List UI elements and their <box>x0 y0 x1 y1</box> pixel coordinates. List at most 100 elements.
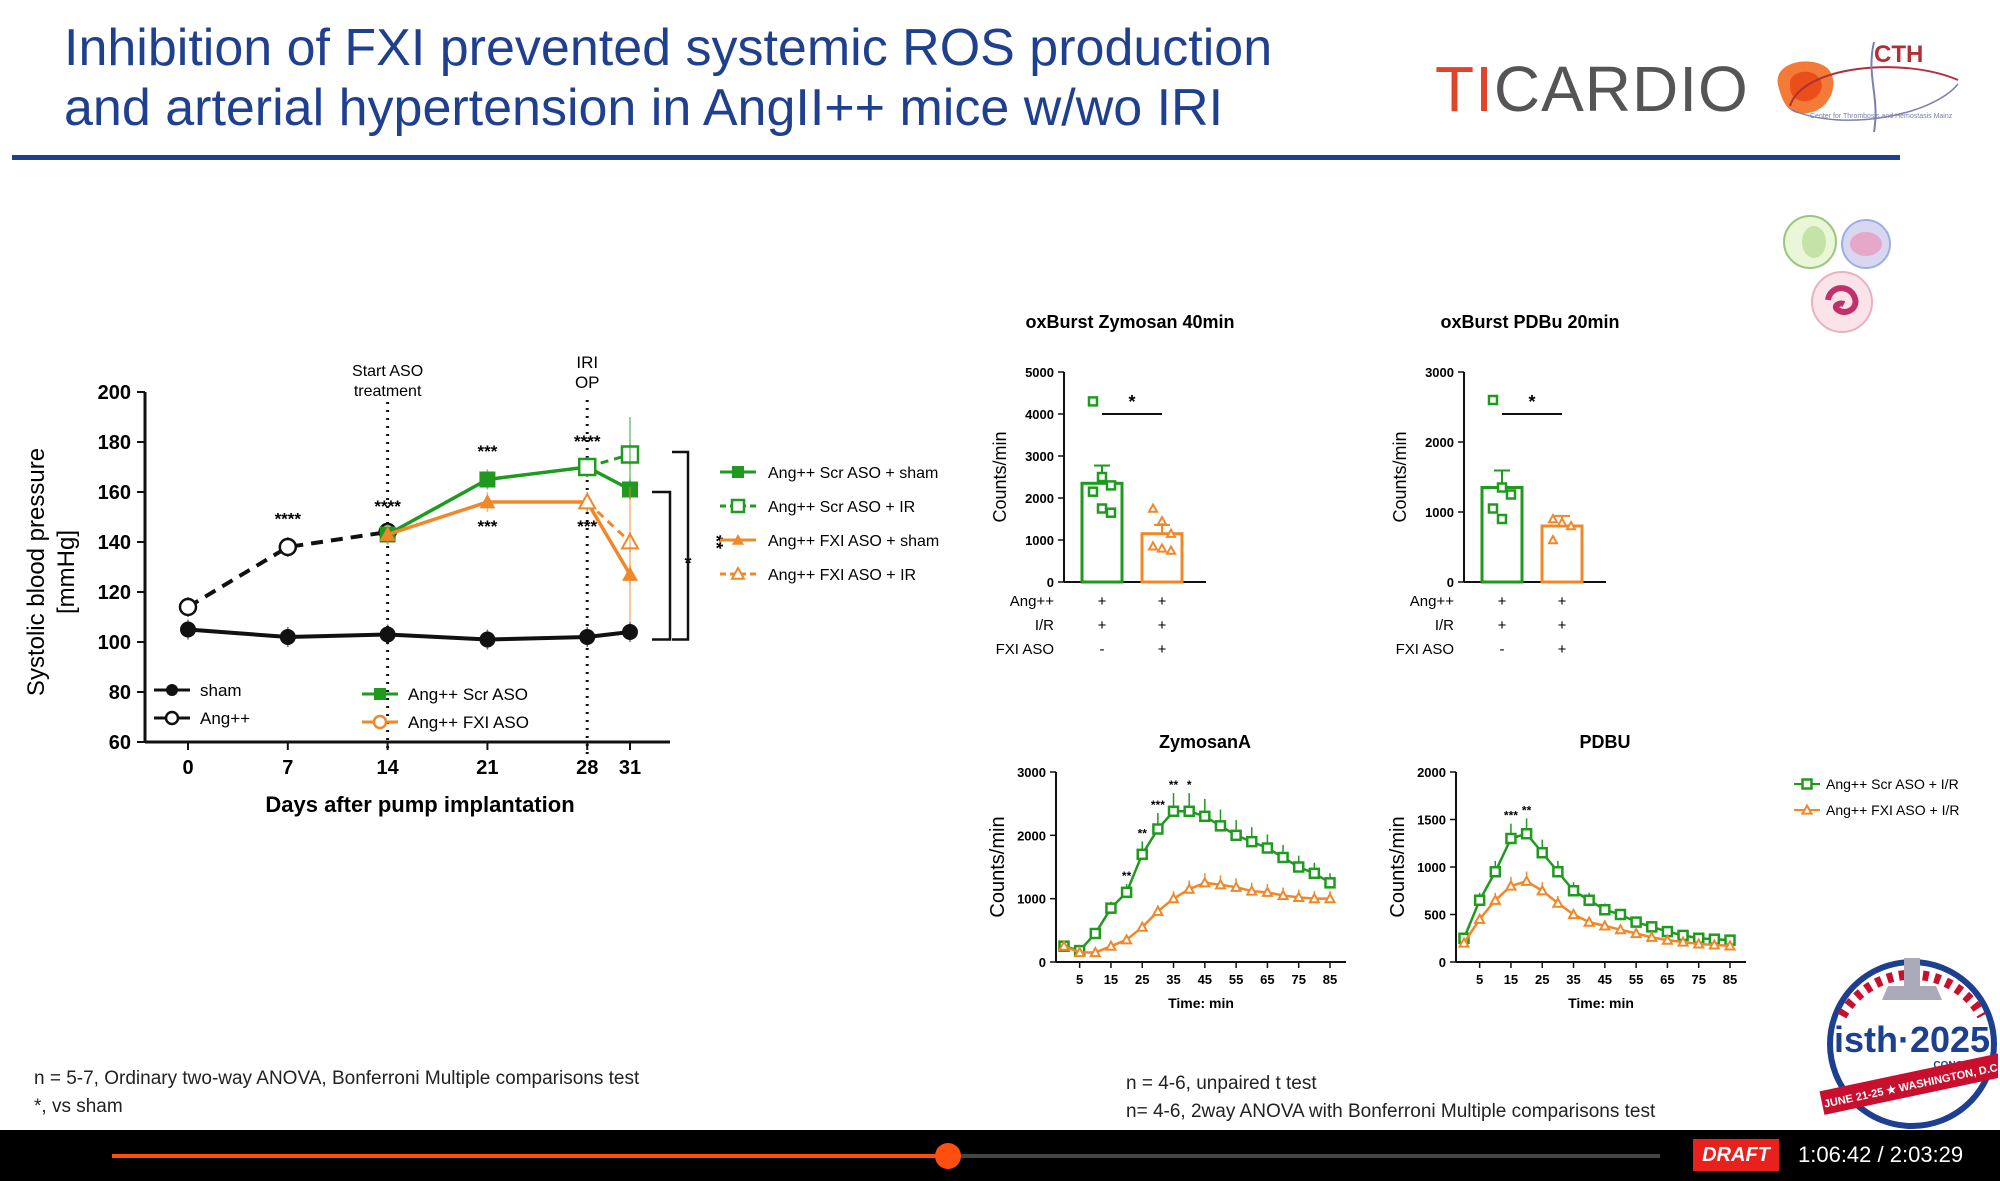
data-point <box>1547 533 1559 545</box>
footnote-left-1: n = 5-7, Ordinary two-way ANOVA, Bonferr… <box>34 1068 640 1089</box>
x-tick-label: 25 <box>1535 972 1549 987</box>
data-point <box>1520 828 1533 840</box>
x-axis-label: Time: min <box>1568 995 1634 1011</box>
significance-stars: * <box>1187 778 1192 792</box>
y-tick-label: 5000 <box>1025 365 1054 380</box>
data-point <box>1167 892 1180 904</box>
x-axis-label: Time: min <box>1168 995 1234 1011</box>
oxburst-pdbu-chart: oxBurst PDBu 20min 0 1000 2000 3000 Counts/mi… <box>1390 312 1620 658</box>
data-point <box>1489 893 1502 905</box>
significance-stars: ** <box>1122 869 1132 883</box>
data-point <box>1583 894 1595 906</box>
x-tick-label: 5 <box>1076 972 1083 987</box>
data-point <box>1292 890 1305 902</box>
significance-stars: *** <box>1504 809 1518 823</box>
x-tick-label: 55 <box>1629 972 1643 987</box>
legend-label: Ang++ FXI ASO + IR <box>768 567 916 584</box>
legend-marker <box>164 710 180 726</box>
row-label: I/R <box>1435 617 1454 634</box>
legend-label: Ang++ FXI ASO <box>408 713 529 732</box>
bar-scr-aso <box>1480 486 1524 584</box>
legend-marker <box>730 565 746 580</box>
progress-scrubber-handle[interactable] <box>934 1143 961 1169</box>
cth-logo: CTH Center for Thrombosis and Hemostasis… <box>1782 36 1964 136</box>
data-point <box>1214 820 1227 832</box>
data-point <box>1629 926 1643 939</box>
legend-marker <box>374 688 386 700</box>
legend-label: Ang++ Scr ASO + sham <box>768 465 938 482</box>
data-point <box>1245 884 1258 896</box>
row-label: FXI ASO <box>996 641 1054 658</box>
row-value: + <box>1498 593 1507 610</box>
data-point <box>1661 933 1674 945</box>
title-divider <box>12 155 1900 160</box>
bar-fxi-aso <box>1540 524 1584 584</box>
immune-cells-illustration <box>1770 210 1900 340</box>
row-label: Ang++ <box>1010 593 1054 610</box>
y-tick-label: 3000 <box>1017 765 1046 780</box>
y-tick-label: 500 <box>1424 908 1446 923</box>
timecourse-title: ZymosanA <box>1159 732 1251 752</box>
slide-title: Inhibition of FXI prevented systemic ROS… <box>64 18 1272 138</box>
legend-marker <box>166 684 178 696</box>
x-tick-label: 65 <box>1660 972 1674 987</box>
row-value: + <box>1158 641 1167 658</box>
timecourse-title: PDBU <box>1579 732 1630 752</box>
y-tick-label: 1500 <box>1417 813 1446 828</box>
data-point <box>479 631 496 648</box>
data-point <box>1183 805 1195 818</box>
bar-chart-title: oxBurst Zymosan 40min <box>1025 312 1234 332</box>
significance-label: * <box>1128 392 1135 412</box>
ticardio-logo-red: TI <box>1435 53 1494 125</box>
legend-marker <box>1800 803 1814 815</box>
series-line-ang-fxi-aso-sham <box>387 500 632 576</box>
data-point <box>1105 507 1117 518</box>
data-point <box>577 491 597 510</box>
y-axis-label: Counts/min <box>987 816 1009 917</box>
data-point <box>1676 935 1690 947</box>
x-tick-label: 45 <box>1598 972 1612 987</box>
data-point <box>1536 847 1548 859</box>
data-point <box>1199 810 1211 823</box>
y-tick-label: 140 <box>98 532 131 554</box>
legend-marker <box>372 714 388 730</box>
data-point <box>1599 904 1611 916</box>
y-tick-label: 1000 <box>1025 533 1054 548</box>
zymosana-timecourse-chart: ZymosanA 0 1000 2000 3000 5 15 25 35 45 55 65 75 85 Ti… <box>987 732 1346 1011</box>
stars-scr-day21: *** <box>477 442 497 461</box>
data-point <box>1261 885 1274 897</box>
legend-label: Ang++ FXI ASO + I/R <box>1826 802 1959 818</box>
x-tick-label: 25 <box>1135 972 1149 987</box>
data-point <box>1567 885 1580 897</box>
row-value: + <box>1098 617 1107 634</box>
data-point <box>1565 519 1577 531</box>
data-point <box>1105 902 1117 914</box>
data-point <box>1230 829 1242 842</box>
y-axis-label-line1: Systolic blood pressure <box>23 448 50 696</box>
data-point <box>1552 866 1564 878</box>
data-point <box>1087 486 1099 497</box>
data-point <box>180 621 196 638</box>
data-point <box>1457 936 1471 948</box>
data-point <box>1165 527 1177 538</box>
cth-logo-subtitle: Center for Thrombosis and Hemostasis Mai… <box>1810 113 1953 120</box>
data-point <box>479 494 496 509</box>
isth-2025-logo: isth·2025 CONGRESS JUNE 21-25 ★ WASHINGT… <box>1812 956 2000 1132</box>
stars-fxi-day21: *** <box>477 517 497 536</box>
oxburst-zymosan-chart: oxBurst Zymosan 40min 0 1000 2000 3000 4000 50… <box>990 312 1235 658</box>
x-tick-label: 5 <box>1476 972 1483 987</box>
data-point <box>1614 923 1627 935</box>
data-point <box>278 537 298 557</box>
data-point <box>1308 892 1321 904</box>
bar-fxi-aso <box>1140 532 1184 584</box>
data-point <box>1277 851 1289 864</box>
footnote-left-2: *, vs sham <box>34 1096 123 1117</box>
data-point <box>1692 937 1705 949</box>
y-axis-label: Counts/min <box>990 431 1010 522</box>
y-tick-label: 3000 <box>1025 449 1054 464</box>
data-point <box>1487 394 1499 406</box>
data-point <box>379 626 396 643</box>
data-point <box>1089 945 1102 958</box>
data-point <box>1496 482 1508 493</box>
data-point <box>1708 938 1721 950</box>
